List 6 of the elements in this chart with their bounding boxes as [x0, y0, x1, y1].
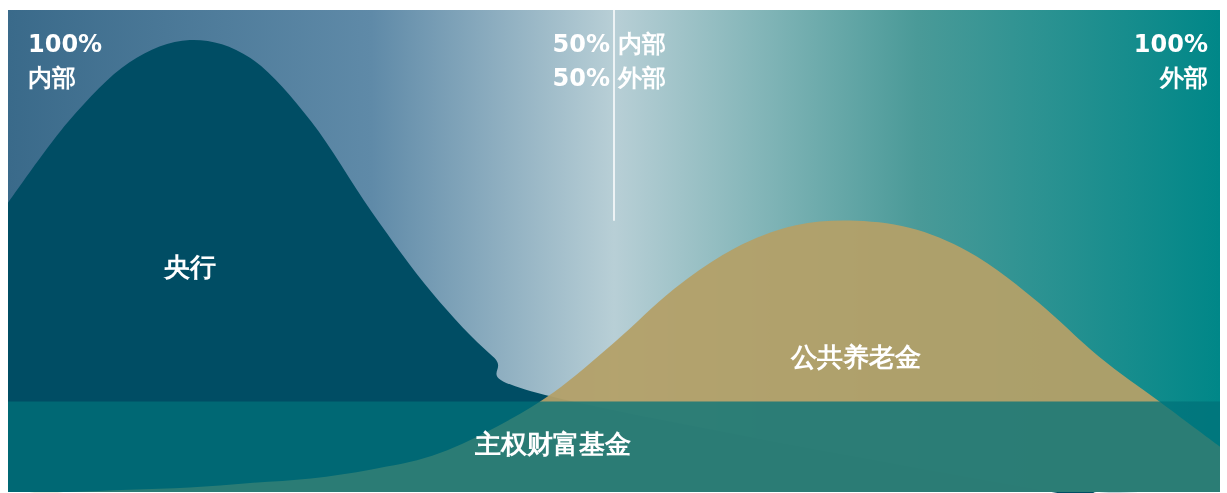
- series-label: 主权财富基金: [474, 428, 632, 459]
- annotation: 100% 外部: [1133, 30, 1208, 92]
- series-label: 公共养老金: [790, 342, 922, 373]
- annotation: 100% 内部: [28, 30, 103, 92]
- series-label: 央行: [162, 252, 216, 282]
- annotation: 50% 内部 50% 外部: [552, 30, 666, 92]
